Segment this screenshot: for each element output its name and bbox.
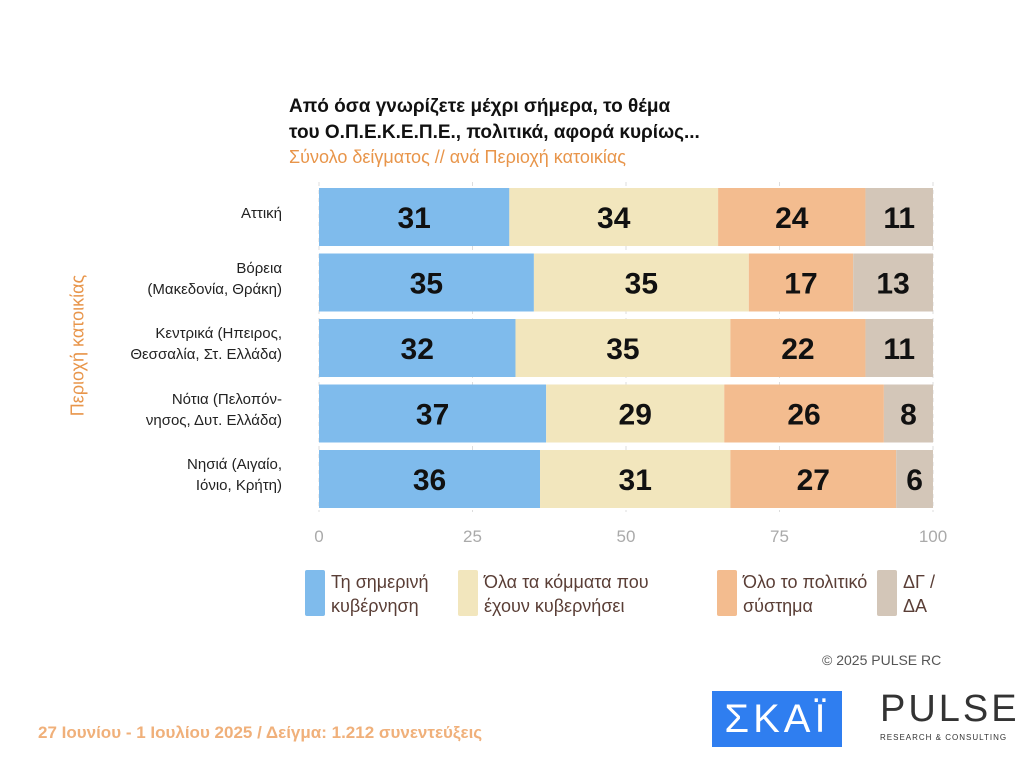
legend-swatch	[877, 570, 897, 616]
title-line-1: Από όσα γνωρίζετε μέχρι σήμερα, το θέμα	[289, 96, 671, 117]
data-label: 37	[416, 399, 449, 432]
title-line-2: του Ο.Π.Ε.Κ.Ε.Π.Ε., πολιτικά, αφορά κυρί…	[289, 122, 700, 143]
data-label: 22	[781, 333, 814, 366]
bar-segment	[319, 450, 541, 508]
footer-dates-sample: 27 Ιουνίου - 1 Ιουλίου 2025 / Δείγμα: 1.…	[38, 723, 483, 742]
data-label: 32	[401, 333, 434, 366]
data-label: 34	[597, 202, 631, 235]
category-label: Κεντρικά (Ηπειρος, Θεσσαλία, Στ. Ελλάδα)	[130, 325, 282, 363]
bar-segment	[730, 450, 897, 508]
data-label: 31	[397, 202, 430, 235]
legend-item: Όλο το πολιτικό σύστημα	[717, 570, 867, 618]
chart-title: Από όσα γνωρίζετε μέχρι σήμερα, το θέμα …	[289, 94, 700, 146]
legend-label: Όλο το πολιτικό σύστημα	[743, 572, 868, 616]
legend-item: Όλα τα κόμματα που έχουν κυβερνήσει	[458, 570, 649, 618]
data-label: 35	[410, 268, 443, 301]
data-label: 36	[413, 464, 446, 497]
category-label: Νησιά (Αιγαίο, Ιόνιο, Κρήτη)	[187, 456, 282, 494]
data-label: 27	[797, 464, 830, 497]
legend-item: Τη σημερινή κυβέρνηση	[305, 570, 428, 618]
data-label: 29	[619, 399, 652, 432]
legend-label: ΔΓ / ΔΑ	[903, 572, 935, 616]
legend-swatch	[305, 570, 325, 616]
x-tick-label: 50	[617, 527, 636, 546]
bar-segment	[865, 319, 933, 377]
bar-segment	[319, 253, 534, 312]
copyright: © 2025 PULSE RC	[822, 652, 942, 668]
bar-segment	[883, 384, 933, 443]
bar-segment	[724, 384, 884, 443]
data-label: 8	[900, 399, 917, 432]
bar-segment	[730, 319, 866, 377]
x-tick-label: 75	[770, 527, 789, 546]
bar-segment	[748, 253, 854, 312]
data-label: 24	[775, 202, 809, 235]
legend-item: ΔΓ / ΔΑ	[877, 570, 935, 618]
x-tick-label: 0	[314, 527, 323, 546]
bar-segment	[319, 319, 516, 377]
legend-label: Τη σημερινή κυβέρνηση	[331, 572, 429, 616]
bar-segment	[533, 253, 749, 312]
x-tick-label: 100	[919, 527, 947, 546]
data-label: 35	[625, 268, 658, 301]
data-label: 31	[619, 464, 652, 497]
pulse-logo-subtitle: RESEARCH & CONSULTING	[880, 733, 1008, 742]
legend-label: Όλα τα κόμματα που έχουν κυβερνήσει	[484, 572, 649, 616]
skai-logo: ΣΚΑΪ	[712, 691, 842, 747]
data-label: 17	[784, 268, 817, 301]
bar-segment	[319, 384, 547, 443]
bar-segment	[896, 450, 933, 508]
stacked-bar-chart: 0 25 50 75 100 31 34 24 11 35 35 17 13 32 35 22 11 37 29 26…	[314, 182, 947, 546]
category-label: Αττική	[240, 204, 282, 222]
data-label: 35	[606, 333, 639, 366]
chart-subtitle: Σύνολο δείγματος // ανά Περιοχή κατοικία…	[289, 147, 626, 167]
bar-segment	[853, 253, 933, 312]
bar-segment	[509, 188, 719, 246]
bar-segment	[319, 188, 510, 246]
bar-segment	[865, 188, 933, 246]
data-label: 11	[883, 333, 915, 366]
data-label: 6	[906, 464, 923, 497]
x-tick-label: 25	[463, 527, 482, 546]
data-label: 11	[883, 202, 915, 235]
bar-segment	[540, 450, 731, 508]
bar-segment	[718, 188, 866, 246]
pulse-logo: PULSE	[880, 688, 1020, 730]
bar-segment	[546, 384, 725, 443]
legend-swatch	[717, 570, 737, 616]
data-label: 26	[787, 399, 820, 432]
data-label: 13	[876, 268, 909, 301]
category-label: Βόρεια (Μακεδονία, Θράκη)	[147, 259, 282, 298]
legend-swatch	[458, 570, 478, 616]
category-label: Νότια (Πελοπόν-νησος, Δυτ. Ελλάδα)	[145, 390, 282, 429]
bar-segment	[515, 319, 731, 377]
